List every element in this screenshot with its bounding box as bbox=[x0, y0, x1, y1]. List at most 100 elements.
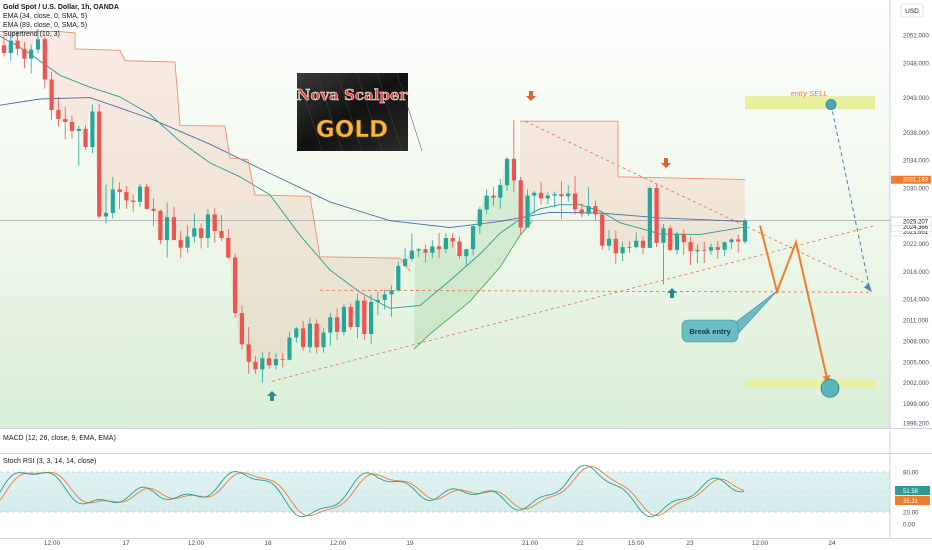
candle-body bbox=[124, 192, 129, 201]
candle-body bbox=[491, 195, 496, 198]
sell-signal-arrow bbox=[526, 91, 536, 101]
candle-body bbox=[301, 328, 306, 348]
candle-body bbox=[708, 247, 714, 251]
supertrend-legend[interactable]: Supertrend (10, 3) bbox=[3, 31, 60, 38]
time-axis-label: 23 bbox=[686, 540, 694, 547]
sell-path-arrowhead bbox=[864, 283, 872, 293]
candle-body bbox=[471, 226, 476, 250]
candle-body bbox=[668, 228, 673, 250]
candle-body bbox=[606, 238, 612, 246]
candle-body bbox=[640, 240, 646, 248]
candle-body bbox=[355, 300, 360, 327]
candle-body bbox=[117, 189, 122, 193]
candle-body bbox=[443, 238, 448, 250]
candle-body bbox=[69, 121, 75, 131]
candle-body bbox=[63, 119, 68, 122]
candle-body bbox=[165, 217, 170, 241]
candle-body bbox=[736, 239, 741, 242]
stoch-k-badge bbox=[895, 486, 930, 495]
time-axis-label: 15:00 bbox=[628, 540, 645, 547]
candle-body bbox=[396, 265, 401, 291]
candle-body bbox=[110, 189, 115, 213]
price-tick-label: 2005.000 bbox=[903, 359, 929, 366]
time-axis-label: 12:00 bbox=[188, 540, 205, 547]
time-axis-label: 12:00 bbox=[752, 540, 769, 547]
candle-body bbox=[416, 249, 421, 251]
sell-zone bbox=[745, 96, 875, 110]
entry-sell-label: entry SELL bbox=[790, 89, 827, 98]
candle-body bbox=[328, 317, 333, 333]
candle-body bbox=[131, 200, 136, 202]
ema-fast-legend[interactable]: EMA (34, close, 0, SMA, 5) bbox=[3, 13, 88, 20]
candle-body bbox=[49, 79, 54, 111]
candle-body bbox=[382, 294, 387, 300]
stoch-k-line bbox=[0, 464, 745, 518]
candle-body bbox=[600, 214, 605, 246]
candle-body bbox=[403, 258, 408, 266]
stoch-tick-label: 80.00 bbox=[903, 470, 919, 477]
candle-body bbox=[90, 111, 95, 147]
candle-body bbox=[144, 186, 149, 209]
candle-body bbox=[178, 240, 183, 248]
trendline-horizontal bbox=[319, 289, 871, 293]
logo-subtitle: GOLD bbox=[316, 117, 388, 143]
sell-signal-arrow bbox=[661, 158, 671, 168]
buy-signal-arrow bbox=[267, 391, 277, 401]
candle-body bbox=[457, 241, 462, 257]
candle-body bbox=[375, 299, 380, 302]
price-tick-label: 2011.000 bbox=[903, 318, 929, 325]
candle-body bbox=[518, 180, 523, 228]
candle-body bbox=[260, 358, 265, 370]
candle-body bbox=[572, 193, 578, 210]
price-axis-badge bbox=[890, 175, 932, 184]
candle-body bbox=[192, 228, 197, 237]
candle-body bbox=[511, 158, 516, 181]
candle-body bbox=[389, 290, 394, 295]
macd-pane-background bbox=[0, 428, 890, 453]
ema-slow-legend[interactable]: EMA (89, close, 0, SMA, 5) bbox=[3, 22, 88, 29]
candle-body bbox=[661, 228, 666, 243]
candle-body bbox=[151, 208, 156, 211]
supertrend-fill-0 bbox=[0, 31, 410, 370]
price-axis-badge-label: 2023.661 bbox=[903, 230, 929, 236]
candle-body bbox=[409, 250, 414, 259]
candle-body bbox=[307, 323, 312, 348]
logo-title: Nova Scalper bbox=[297, 86, 409, 104]
candle-body bbox=[620, 247, 625, 254]
logo-texture bbox=[376, 72, 403, 152]
candle-body bbox=[450, 238, 455, 242]
candle-body bbox=[1, 45, 7, 53]
candle-body bbox=[702, 249, 707, 251]
candle-body bbox=[532, 192, 537, 196]
stoch-rsi-legend[interactable]: Stoch RSI (3, 3, 14, 14, close) bbox=[3, 458, 97, 465]
candle-body bbox=[674, 233, 680, 250]
stoch-tick-label: 20.00 bbox=[903, 510, 919, 517]
time-axis-label: 19 bbox=[406, 540, 414, 547]
logo-texture bbox=[356, 72, 383, 152]
candle-body bbox=[171, 217, 176, 241]
macd-legend[interactable]: MACD (12, 26, close, 9, EMA, EMA) bbox=[3, 435, 116, 442]
candle-body bbox=[185, 236, 190, 248]
price-tick-label: 2008.000 bbox=[903, 338, 929, 345]
candle-body bbox=[593, 206, 598, 215]
candle-body bbox=[341, 306, 346, 332]
candle-body bbox=[314, 323, 319, 348]
candle-body bbox=[205, 214, 210, 238]
time-axis-label: 22 bbox=[576, 540, 584, 547]
candle-body bbox=[83, 128, 88, 147]
trendline-resistance bbox=[524, 120, 871, 286]
candle-body bbox=[321, 332, 326, 348]
candle-body bbox=[525, 195, 530, 228]
trendline-support bbox=[271, 225, 876, 382]
price-axis-badge-label: 2031.183 bbox=[903, 178, 929, 184]
candle-body bbox=[246, 344, 251, 362]
candle-body bbox=[335, 317, 340, 332]
chart-legend: Gold Spot / U.S. Dollar, 1h, OANDA EMA (… bbox=[3, 3, 119, 39]
candle-body bbox=[634, 240, 639, 248]
candle-body bbox=[559, 194, 564, 197]
candle-body bbox=[681, 233, 686, 243]
price-tick-label: 2014.000 bbox=[903, 297, 929, 304]
stoch-d-badge bbox=[895, 496, 930, 505]
